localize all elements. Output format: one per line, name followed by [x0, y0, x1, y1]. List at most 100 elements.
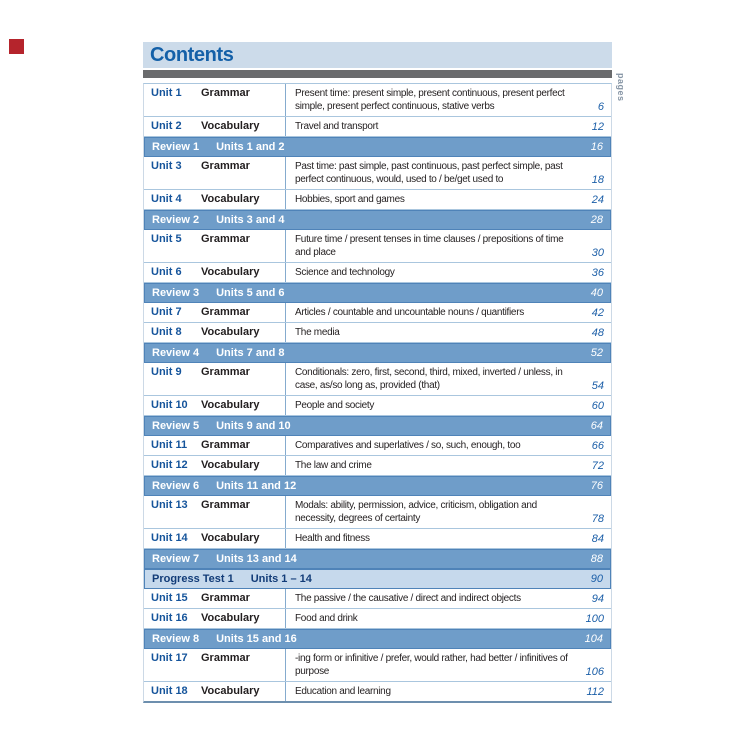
toc-row-review: Review 8 Units 15 and 16 104 [144, 629, 611, 649]
unit-category: Grammar [201, 233, 250, 245]
unit-category: Vocabulary [201, 399, 260, 411]
unit-label: Unit 18 [151, 685, 188, 697]
unit-label: Unit 5 [151, 233, 182, 245]
unit-label: Unit 16 [151, 612, 188, 624]
unit-category: Vocabulary [201, 120, 260, 132]
toc-row-unit: Unit 11 Grammar Comparatives and superlati… [144, 436, 611, 456]
unit-label: Unit 13 [151, 499, 188, 511]
toc-row-progress: Progress Test 1 Units 1 – 14 90 [144, 569, 611, 589]
red-corner-marker [9, 39, 24, 54]
toc-row-unit: Unit 9 Grammar Conditionals: zero, first, … [144, 363, 611, 396]
page-number: 6 [597, 101, 604, 113]
review-units: Units 13 and 14 [216, 553, 297, 565]
unit-label: Unit 6 [151, 266, 182, 278]
page-number: 48 [591, 327, 604, 339]
unit-label: Unit 8 [151, 326, 182, 338]
review-units: Units 1 and 2 [216, 141, 285, 153]
toc-row-review: Review 5 Units 9 and 10 64 [144, 416, 611, 436]
unit-description: Science and technology [285, 263, 573, 282]
unit-description: Conditionals: zero, first, second, third… [285, 363, 573, 395]
review-label: Review 6 [152, 480, 200, 492]
page-number: 84 [591, 533, 604, 545]
unit-label: Unit 3 [151, 160, 182, 172]
page-number: 78 [591, 513, 604, 525]
unit-category: Vocabulary [201, 459, 260, 471]
unit-label: Unit 1 [151, 87, 182, 99]
unit-description: Articles / countable and uncountable nou… [285, 303, 573, 322]
unit-description: People and society [285, 396, 573, 415]
unit-description: Health and fitness [285, 529, 573, 548]
page-number: 52 [590, 347, 603, 359]
unit-label: Unit 17 [151, 652, 188, 664]
unit-category: Grammar [201, 439, 250, 451]
unit-category: Vocabulary [201, 193, 260, 205]
unit-description: Travel and transport [285, 117, 573, 136]
page-number: 106 [585, 666, 604, 678]
review-label: Review 3 [152, 287, 200, 299]
page-number: 18 [591, 174, 604, 186]
unit-category: Vocabulary [201, 685, 260, 697]
toc-row-unit: Unit 18 Vocabulary Education and learning 1… [144, 682, 611, 701]
unit-description: The media [285, 323, 573, 342]
unit-label: Unit 10 [151, 399, 188, 411]
review-units: Units 9 and 10 [216, 420, 291, 432]
review-units: Units 3 and 4 [216, 214, 285, 226]
unit-description: The passive / the causative / direct and… [285, 589, 573, 608]
page-number: 66 [591, 440, 604, 452]
unit-description: Hobbies, sport and games [285, 190, 573, 209]
toc-row-unit: Unit 8 Vocabulary The media 48 [144, 323, 611, 343]
page-number: 90 [590, 573, 603, 585]
toc-row-review: Review 1 Units 1 and 2 16 [144, 137, 611, 157]
header-rule [143, 70, 612, 78]
pages-side-label: pages [616, 73, 626, 102]
unit-label: Unit 15 [151, 592, 188, 604]
toc-row-unit: Unit 14 Vocabulary Health and fitness 84 [144, 529, 611, 549]
toc-row-unit: Unit 7 Grammar Articles / countable and un… [144, 303, 611, 323]
review-label: Review 7 [152, 553, 200, 565]
page-number: 12 [591, 121, 604, 133]
unit-label: Unit 4 [151, 193, 182, 205]
toc-row-review: Review 6 Units 11 and 12 76 [144, 476, 611, 496]
unit-description: The law and crime [285, 456, 573, 475]
toc-row-unit: Unit 3 Grammar Past time: past simple, pas… [144, 157, 611, 190]
unit-category: Grammar [201, 160, 250, 172]
page-number: 54 [591, 380, 604, 392]
toc-row-review: Review 4 Units 7 and 8 52 [144, 343, 611, 363]
unit-label: Unit 14 [151, 532, 188, 544]
unit-label: Unit 9 [151, 366, 182, 378]
toc-row-review: Review 2 Units 3 and 4 28 [144, 210, 611, 230]
review-label: Review 2 [152, 214, 200, 226]
unit-category: Grammar [201, 652, 250, 664]
unit-label: Unit 12 [151, 459, 188, 471]
page-number: 94 [591, 593, 604, 605]
unit-description: Modals: ability, permission, advice, cri… [285, 496, 573, 528]
unit-description: Future time / present tenses in time cla… [285, 230, 573, 262]
toc-row-unit: Unit 4 Vocabulary Hobbies, sport and games… [144, 190, 611, 210]
unit-category: Grammar [201, 306, 250, 318]
unit-description: Present time: present simple, present co… [285, 84, 573, 116]
progress-units: Units 1 – 14 [250, 573, 312, 585]
page-number: 28 [590, 214, 603, 226]
review-units: Units 15 and 16 [216, 633, 297, 645]
unit-category: Vocabulary [201, 612, 260, 624]
review-units: Units 7 and 8 [216, 347, 285, 359]
page-number: 64 [590, 420, 603, 432]
review-units: Units 11 and 12 [216, 480, 297, 492]
page-number: 30 [591, 247, 604, 259]
toc-row-unit: Unit 16 Vocabulary Food and drink 100 [144, 609, 611, 629]
toc-row-unit: Unit 2 Vocabulary Travel and transport 12 [144, 117, 611, 137]
toc-row-unit: Unit 12 Vocabulary The law and crime 72 [144, 456, 611, 476]
toc-row-unit: Unit 5 Grammar Future time / present tense… [144, 230, 611, 263]
page-number: 36 [591, 267, 604, 279]
unit-category: Grammar [201, 592, 250, 604]
page-title: Contents [150, 44, 234, 66]
unit-description: Food and drink [285, 609, 573, 628]
review-label: Review 8 [152, 633, 200, 645]
unit-category: Vocabulary [201, 266, 260, 278]
toc-row-unit: Unit 15 Grammar The passive / the causativ… [144, 589, 611, 609]
unit-category: Vocabulary [201, 532, 260, 544]
page-number: 16 [590, 141, 603, 153]
page-number: 42 [591, 307, 604, 319]
page-number: 100 [585, 613, 604, 625]
